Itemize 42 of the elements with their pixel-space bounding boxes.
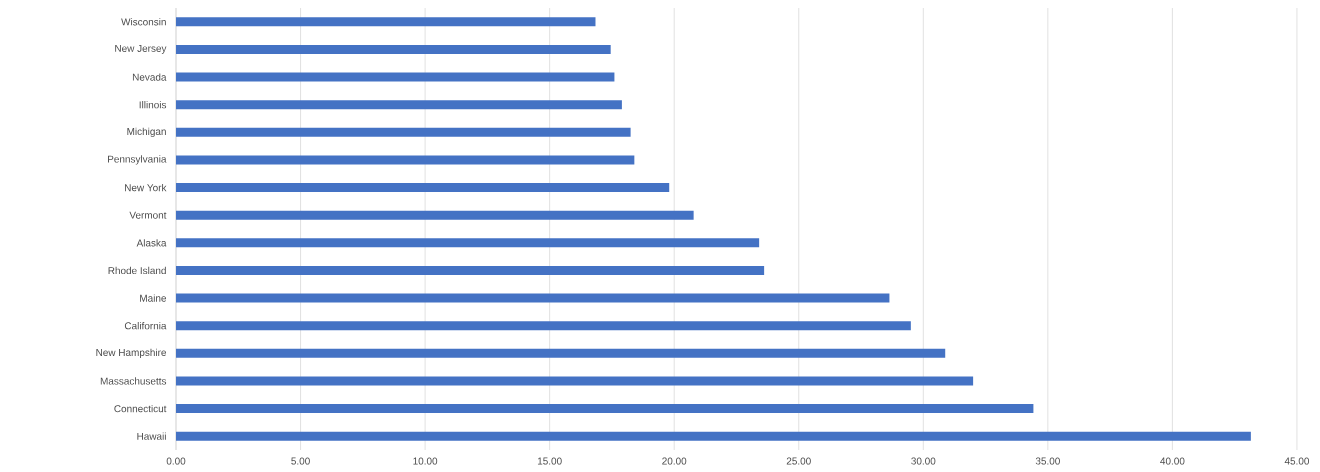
x-tick-label: 20.00 <box>662 457 687 465</box>
bar <box>176 127 631 137</box>
bar <box>176 376 974 386</box>
y-tick-label: Michigan <box>127 127 166 137</box>
bar <box>176 100 622 110</box>
y-tick-label: Alaska <box>136 239 167 247</box>
bar <box>176 348 946 358</box>
y-tick-label: Nevada <box>132 73 167 81</box>
y-tick-label: Rhode Island <box>108 266 166 275</box>
bar <box>176 72 615 82</box>
bar <box>176 44 611 54</box>
x-tick-label: 15.00 <box>537 457 562 465</box>
bar <box>176 404 1034 414</box>
y-tick-label: Vermont <box>129 211 167 219</box>
x-tick-label: 10.00 <box>413 457 438 465</box>
y-tick-label: Hawaii <box>137 432 166 440</box>
bar <box>176 17 596 27</box>
bar <box>176 293 890 303</box>
y-tick-label: New Hampshire <box>96 348 167 358</box>
bar <box>176 238 760 248</box>
x-tick-label: 35.00 <box>1035 457 1060 465</box>
y-tick-label: California <box>124 322 167 330</box>
bar <box>176 321 911 331</box>
y-tick-label: New York <box>125 183 167 192</box>
y-tick-label: Massachusetts <box>100 377 167 385</box>
y-tick-label: New Jersey <box>115 44 167 54</box>
y-tick-label: Maine <box>140 294 167 302</box>
x-tick-label: 5.00 <box>291 457 310 465</box>
x-tick-label: 25.00 <box>786 457 811 465</box>
x-tick-label: 30.00 <box>911 457 936 465</box>
x-tick-label: 45.00 <box>1284 457 1310 465</box>
bar <box>176 210 694 220</box>
bar <box>176 155 635 165</box>
bar <box>176 431 1251 441</box>
y-tick-label: Connecticut <box>114 404 167 413</box>
x-tick-label: 0.00 <box>166 457 186 465</box>
bar <box>176 265 765 275</box>
bar <box>176 183 670 193</box>
x-tick-label: 40.00 <box>1160 457 1185 465</box>
y-tick-label: Pennsylvania <box>108 155 167 165</box>
y-tick-label: Wisconsin <box>121 18 166 26</box>
y-tick-label: Illinois <box>139 101 167 109</box>
